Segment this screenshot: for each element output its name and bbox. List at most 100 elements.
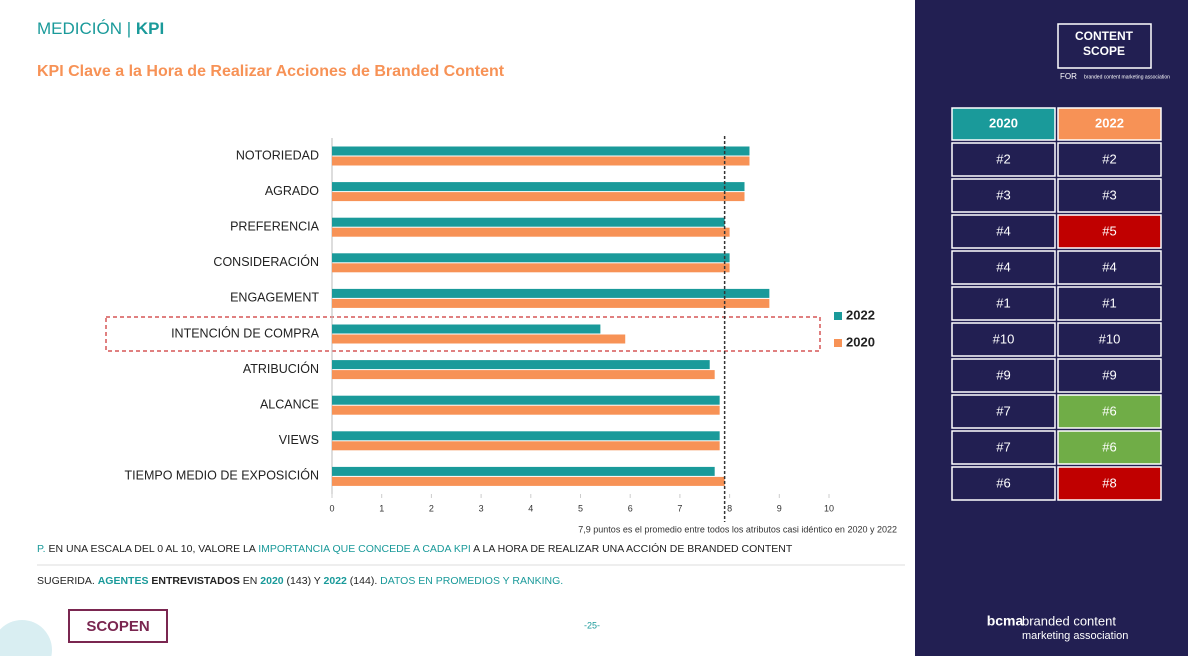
table-cell-text: #10 — [1099, 331, 1121, 346]
note-line: SUGERIDA. AGENTES ENTREVISTADOS EN 2020 … — [37, 575, 563, 587]
category-label: INTENCIÓN DE COMPRA — [171, 325, 320, 340]
table-cell-text: #10 — [993, 331, 1015, 346]
x-tick-label: 2 — [429, 503, 434, 513]
table-cell-text: #1 — [996, 295, 1010, 310]
note-line: P. EN UNA ESCALA DEL 0 AL 10, VALORE LA … — [37, 542, 793, 555]
table-cell — [1057, 250, 1162, 285]
bar — [332, 253, 730, 263]
table-cell-text: #8 — [1102, 475, 1116, 490]
table-cell-text: #2 — [1102, 151, 1116, 166]
table-cell — [951, 394, 1056, 429]
table-cell — [951, 250, 1056, 285]
bar — [332, 263, 730, 273]
bar — [332, 217, 725, 227]
x-tick-label: 6 — [628, 503, 633, 513]
bottom-text: branded content — [1022, 613, 1116, 628]
highlight-box — [105, 316, 821, 352]
bar — [332, 298, 770, 308]
logo-box — [1057, 23, 1152, 69]
note-segment: IMPORTANCIA QUE CONCEDE A CADA KPI — [258, 543, 471, 555]
bar — [332, 227, 730, 237]
bar — [332, 156, 750, 166]
x-tick-label: 8 — [727, 503, 732, 513]
table-cell — [1057, 322, 1162, 357]
note-segment: (143) Y — [284, 575, 324, 587]
table-cell — [951, 322, 1056, 357]
category-label: ENGAGEMENT — [230, 291, 319, 305]
table-cell-text: #6 — [996, 475, 1010, 490]
table-header-cell — [951, 107, 1056, 141]
x-tick-label: 10 — [824, 503, 834, 513]
logo-assoc: branded content marketing association — [1084, 74, 1170, 80]
note-segment: AGENTES — [98, 575, 152, 587]
page-number: -25- — [584, 620, 600, 630]
section-header: MEDICIÓN | KPI — [37, 19, 164, 38]
table-cell — [951, 430, 1056, 465]
table-header: 2022 — [1095, 115, 1124, 130]
category-label: TIEMPO MEDIO DE EXPOSICIÓN — [125, 468, 319, 483]
table-cell — [1057, 214, 1162, 249]
legend-swatch — [834, 339, 842, 347]
bar — [332, 466, 715, 476]
table-cell — [1057, 142, 1162, 177]
category-label: ATRIBUCIÓN — [243, 361, 319, 376]
bar — [332, 476, 725, 486]
bar — [332, 405, 720, 415]
category-label: AGRADO — [265, 184, 319, 198]
bar — [332, 146, 750, 156]
bar — [332, 395, 720, 405]
table-cell-text: #9 — [996, 367, 1010, 382]
logo-text: SCOPE — [1083, 44, 1125, 58]
table-cell-text: #1 — [1102, 295, 1116, 310]
note-segment: SUGERIDA. — [37, 575, 98, 587]
bottom-text: marketing association — [1022, 630, 1128, 642]
legend-label: 2020 — [846, 334, 875, 349]
separator: | — [127, 19, 131, 38]
table-cell-text: #4 — [996, 259, 1010, 274]
bar — [332, 441, 720, 451]
x-tick-label: 9 — [777, 503, 782, 513]
note-segment: A LA HORA DE REALIZAR UNA ACCIÓN DE BRAN… — [471, 542, 793, 555]
table-cell-text: #6 — [1102, 439, 1116, 454]
brand: SCOPEN — [86, 618, 149, 635]
table-cell — [951, 286, 1056, 321]
table-cell-text: #3 — [1102, 187, 1116, 202]
table-cell — [951, 178, 1056, 213]
brand-box — [68, 609, 168, 643]
bar — [332, 431, 720, 441]
annotation: 7,9 puntos es el promedio entre todos lo… — [578, 524, 897, 534]
table-cell-text: #7 — [996, 439, 1010, 454]
category-label: ALCANCE — [260, 397, 319, 411]
legend-label: 2022 — [846, 307, 875, 322]
bar — [332, 324, 601, 334]
table-cell — [951, 358, 1056, 393]
table-cell — [951, 214, 1056, 249]
table-cell-text: #4 — [996, 223, 1010, 238]
x-tick-label: 4 — [528, 503, 533, 513]
table-header-cell — [1057, 107, 1162, 141]
x-tick-label: 5 — [578, 503, 583, 513]
bar — [332, 360, 710, 370]
table-cell — [1057, 466, 1162, 501]
table-cell-text: #5 — [1102, 223, 1116, 238]
note-segment: EN — [240, 575, 260, 587]
bar — [332, 370, 715, 380]
table-cell — [1057, 430, 1162, 465]
table-cell — [1057, 394, 1162, 429]
note-segment: 2022 — [324, 575, 348, 587]
note-segment: EN UNA ESCALA DEL 0 AL 10, VALORE LA — [48, 543, 258, 555]
x-tick-label: 7 — [677, 503, 682, 513]
note-segment: ENTREVISTADOS — [151, 575, 239, 587]
table-cell-text: #2 — [996, 151, 1010, 166]
category-label: CONSIDERACIÓN — [213, 254, 319, 269]
table-cell — [1057, 178, 1162, 213]
note-segment: DATOS EN PROMEDIOS Y RANKING. — [380, 575, 563, 587]
note-segment: (144). — [347, 575, 380, 587]
table-cell — [1057, 286, 1162, 321]
decor-circle — [0, 620, 52, 656]
table-cell-text: #3 — [996, 187, 1010, 202]
category-label: PREFERENCIA — [230, 219, 320, 233]
legend-swatch — [834, 312, 842, 320]
bar — [332, 288, 770, 298]
